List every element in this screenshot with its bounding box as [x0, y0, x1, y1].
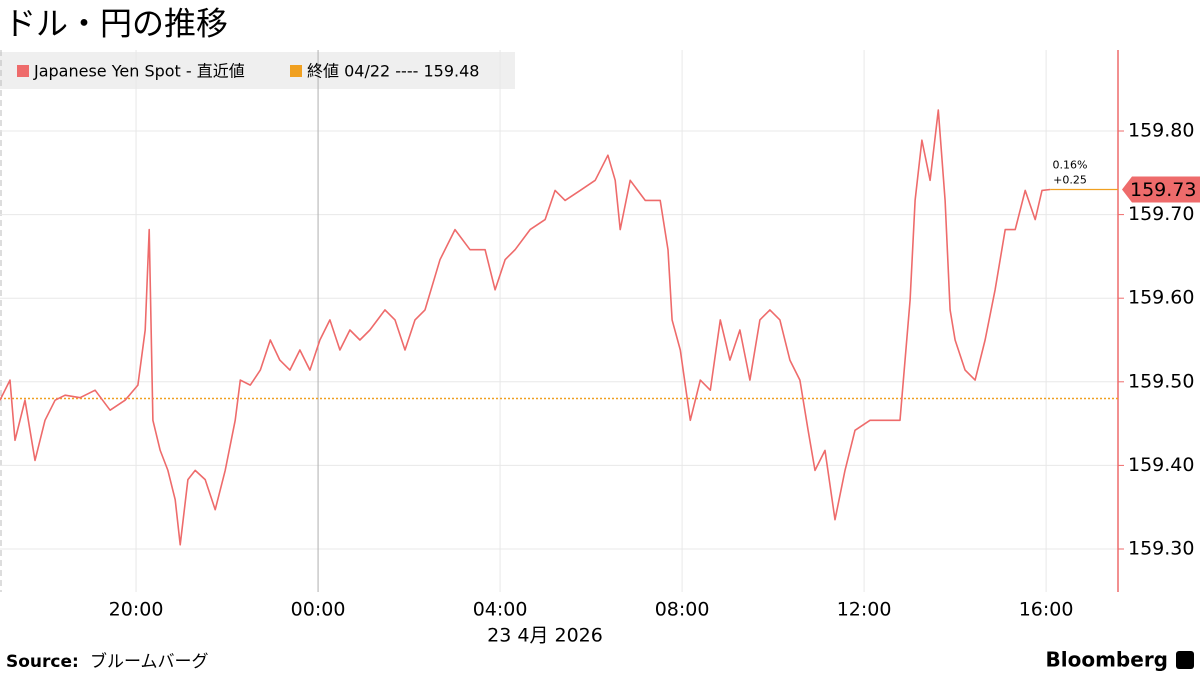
source-label: Source: — [6, 652, 79, 672]
annotation: 0.16% — [1053, 159, 1088, 172]
y-tick-label: 159.40 — [1128, 454, 1194, 476]
x-tick-label: 16:00 — [1019, 599, 1074, 621]
x-tick-label: 12:00 — [837, 599, 892, 621]
x-tick-label: 00:00 — [291, 599, 346, 621]
y-tick-label: 159.70 — [1128, 203, 1194, 225]
y-tick-label: 159.30 — [1128, 538, 1194, 560]
last-value-label: 159.73 — [1130, 179, 1196, 201]
x-axis-label: 23 4月 2026 — [487, 625, 603, 647]
source: ブルームバーグ — [90, 651, 209, 672]
series-line — [0, 109, 1051, 546]
y-tick-label: 159.50 — [1128, 370, 1194, 392]
x-tick-label: 08:00 — [655, 599, 710, 621]
y-tick-label: 159.80 — [1128, 120, 1194, 142]
legend-label: Japanese Yen Spot - 直近値 — [33, 62, 245, 81]
last-value-tag — [1122, 176, 1200, 203]
legend-box — [0, 52, 515, 89]
brand-icon — [1176, 651, 1194, 669]
annotation: +0.25 — [1053, 174, 1087, 187]
legend-swatch — [290, 65, 302, 77]
legend-label: 終値 04/22 ---- 159.48 — [307, 62, 479, 81]
legend-swatch — [17, 65, 29, 77]
chart-title: ドル・円の推移 — [4, 5, 228, 43]
brand: Bloomberg — [1046, 648, 1168, 672]
y-tick-label: 159.60 — [1128, 287, 1194, 309]
x-tick-label: 20:00 — [109, 599, 164, 621]
x-tick-label: 04:00 — [473, 599, 528, 621]
